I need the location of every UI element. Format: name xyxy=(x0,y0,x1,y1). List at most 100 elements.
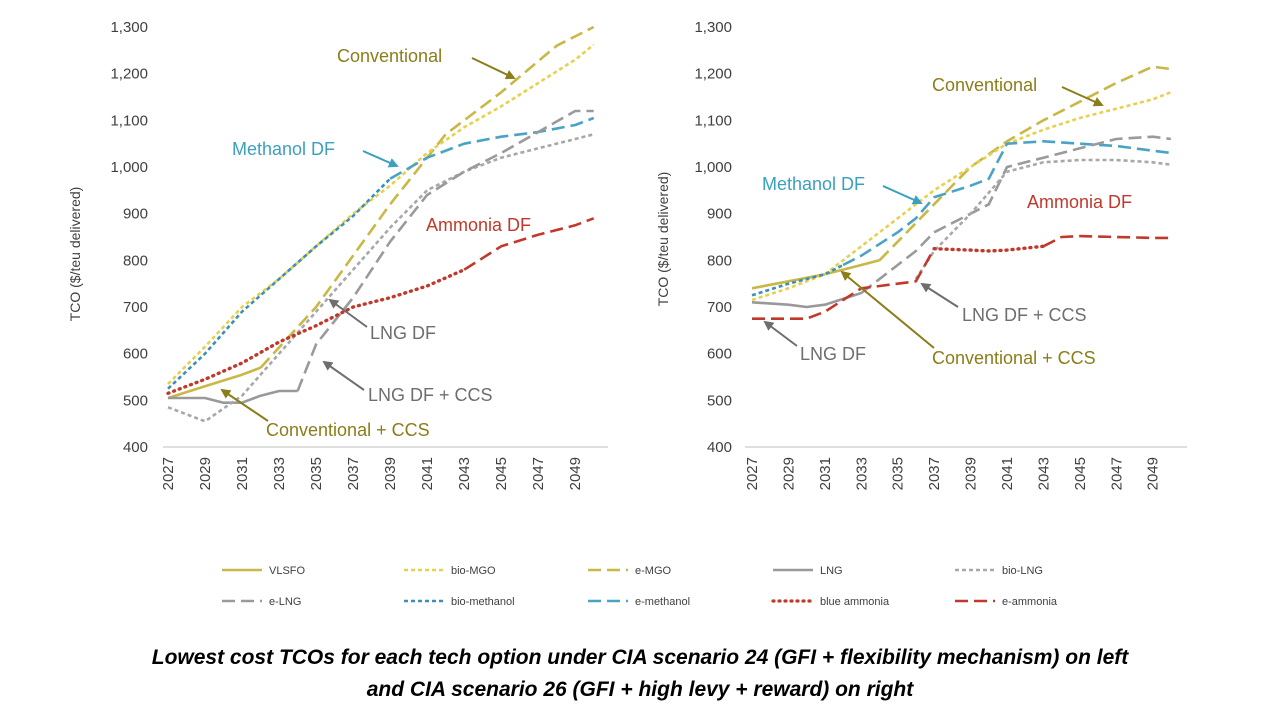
left-x-tick-label: 2045 xyxy=(493,457,510,490)
left-x-tick-label: 2039 xyxy=(382,457,399,490)
left-chart: TCO ($/teu delivered) 400 500 600 700 800 900… xyxy=(67,19,608,490)
right-annotation-lng-df-ccs: LNG DF + CCS xyxy=(962,305,1087,325)
legend-label: blue ammonia xyxy=(820,596,890,608)
left-y-axis-title: TCO ($/teu delivered) xyxy=(67,187,83,322)
right-x-tick-label: 2037 xyxy=(926,457,943,490)
left-y-tick-label: 600 xyxy=(123,346,148,363)
right-series-blue-ammonia xyxy=(932,244,1046,253)
right-series-bio-mgo xyxy=(751,91,1172,302)
right-y-tick-label: 900 xyxy=(707,206,732,223)
legend-label: e-LNG xyxy=(269,596,301,608)
right-x-ticks: 2027 2029 2031 2033 2035 2037 2039 2041 2043 2045… xyxy=(744,457,1162,490)
right-series-e-mgo xyxy=(878,65,1172,262)
left-annotation-methanol-df: Methanol DF xyxy=(232,139,335,159)
left-y-tick-label: 1,300 xyxy=(110,19,148,36)
right-series-e-ammonia xyxy=(1042,234,1171,248)
left-annotation-conventional: Conventional xyxy=(337,46,442,66)
right-y-ticks: 400 500 600 700 800 900 1,000 1,100 1,200 1,300 xyxy=(694,19,732,456)
right-arrow-conventional xyxy=(1061,86,1104,107)
right-y-tick-label: 400 xyxy=(707,439,732,456)
caption-line-2: and CIA scenario 26 (GFI + high levy + r… xyxy=(366,678,914,701)
left-y-tick-label: 800 xyxy=(123,252,148,269)
legend-label: e-methanol xyxy=(635,596,690,608)
right-annotation-ammonia-df: Ammonia DF xyxy=(1027,192,1132,212)
right-x-tick-label: 2033 xyxy=(853,457,870,490)
caption-line-1: Lowest cost TCOs for each tech option un… xyxy=(151,646,1129,669)
left-series xyxy=(166,25,595,423)
right-x-tick-label: 2041 xyxy=(999,457,1016,490)
right-y-tick-label: 1,000 xyxy=(694,159,732,176)
left-series-e-mgo xyxy=(259,25,595,369)
legend-label: bio-MGO xyxy=(451,565,496,577)
left-arrow-lng-df-ccs xyxy=(322,360,365,391)
legend-label: LNG xyxy=(820,565,843,577)
left-x-tick-label: 2041 xyxy=(419,457,436,490)
left-y-tick-label: 400 xyxy=(123,439,148,456)
right-series xyxy=(751,65,1172,321)
left-x-tick-label: 2049 xyxy=(567,457,584,490)
left-annotation-ammonia-df: Ammonia DF xyxy=(426,215,531,235)
right-series-e-lng xyxy=(860,135,1172,295)
left-x-tick-label: 2047 xyxy=(530,457,547,490)
right-arrow-conventional-ccs xyxy=(840,270,935,349)
left-y-tick-label: 500 xyxy=(123,392,148,409)
right-x-tick-label: 2029 xyxy=(780,457,797,490)
right-y-tick-label: 700 xyxy=(707,299,732,316)
left-series-e-methanol xyxy=(389,116,595,180)
right-y-tick-label: 500 xyxy=(707,392,732,409)
left-x-tick-label: 2035 xyxy=(308,457,325,490)
right-x-tick-label: 2031 xyxy=(817,457,834,490)
legend-label: VLSFO xyxy=(269,565,306,577)
left-annotation-conventional-ccs: Conventional + CCS xyxy=(266,420,430,440)
right-annotation-methanol-df: Methanol DF xyxy=(762,174,865,194)
right-x-tick-label: 2027 xyxy=(744,457,761,490)
left-annotation-lng-df: LNG DF xyxy=(370,323,436,343)
left-y-tick-label: 900 xyxy=(123,206,148,223)
left-series-bio-mgo xyxy=(167,43,595,385)
legend-label: bio-methanol xyxy=(451,596,515,608)
right-chart: TCO ($/teu delivered) 400 500 600 700 800 900… xyxy=(655,19,1187,490)
left-y-ticks: 400 500 600 700 800 900 1,000 1,100 1,200 1,300 xyxy=(110,19,148,456)
legend-label: bio-LNG xyxy=(1002,565,1043,577)
left-x-ticks: 2027 2029 2031 2033 2035 2037 2039 2041 2043 2045… xyxy=(160,457,584,490)
left-x-tick-label: 2029 xyxy=(197,457,214,490)
right-series-e-methanol xyxy=(842,140,1172,267)
right-x-tick-label: 2043 xyxy=(1035,457,1052,490)
right-annotation-conventional: Conventional xyxy=(932,75,1037,95)
right-series-vlsfo xyxy=(751,259,880,290)
right-y-tick-label: 600 xyxy=(707,346,732,363)
left-series-e-ammonia xyxy=(463,217,595,271)
left-x-tick-label: 2037 xyxy=(345,457,362,490)
right-annotation-conventional-ccs: Conventional + CCS xyxy=(932,348,1096,368)
left-arrow-methanol-df xyxy=(362,150,399,168)
legend: VLSFO bio-MGO e-MGO LNG bio-LNG e-LNG bio-meth… xyxy=(222,565,1058,608)
left-series-e-lng xyxy=(296,109,594,392)
left-annotation-lng-df-ccs: LNG DF + CCS xyxy=(368,385,493,405)
figure-caption: Lowest cost TCOs for each tech option un… xyxy=(40,642,1240,706)
right-y-tick-label: 800 xyxy=(707,252,732,269)
left-series-blue-ammonia xyxy=(166,268,466,395)
right-x-tick-label: 2035 xyxy=(890,457,907,490)
right-arrow-methanol-df xyxy=(882,185,923,205)
left-y-tick-label: 1,200 xyxy=(110,66,148,83)
right-y-tick-label: 1,300 xyxy=(694,19,732,36)
left-arrow-conventional xyxy=(471,57,516,80)
right-series-e-ammonia xyxy=(752,248,936,321)
left-y-tick-label: 1,000 xyxy=(110,159,148,176)
right-y-axis-title: TCO ($/teu delivered) xyxy=(655,172,671,307)
right-series-bio-methanol xyxy=(751,263,844,297)
left-x-tick-label: 2033 xyxy=(271,457,288,490)
right-x-tick-label: 2039 xyxy=(963,457,980,490)
legend-label: e-MGO xyxy=(635,565,672,577)
left-y-tick-label: 700 xyxy=(123,299,148,316)
left-x-tick-label: 2043 xyxy=(456,457,473,490)
legend-label: e-ammonia xyxy=(1002,596,1058,608)
left-arrow-conventional-ccs xyxy=(220,388,269,422)
right-arrow-lng-df xyxy=(763,320,798,347)
right-x-tick-label: 2049 xyxy=(1145,457,1162,490)
right-x-tick-label: 2045 xyxy=(1072,457,1089,490)
left-series-bio-methanol xyxy=(167,177,392,390)
right-annotation-lng-df: LNG DF xyxy=(800,344,866,364)
left-x-tick-label: 2031 xyxy=(234,457,251,490)
